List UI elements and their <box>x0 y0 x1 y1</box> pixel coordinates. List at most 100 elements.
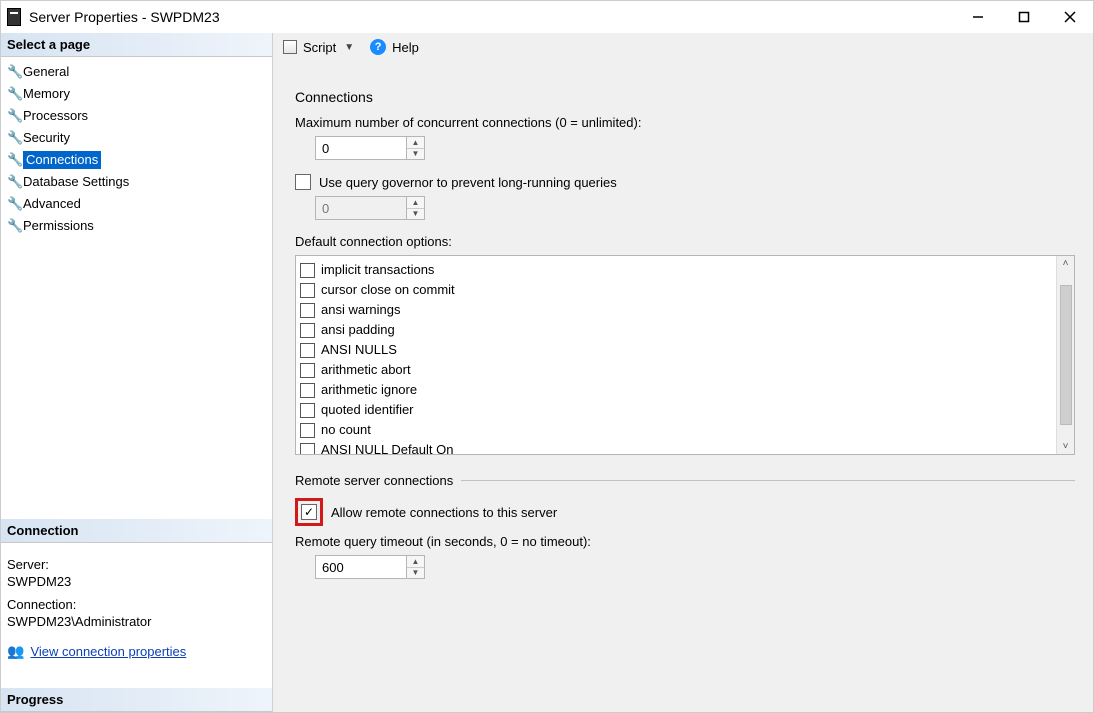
option-label: no count <box>321 420 371 440</box>
spin-down-icon[interactable]: ▼ <box>407 149 424 160</box>
page-item-advanced[interactable]: 🔧Advanced <box>1 193 272 215</box>
option-checkbox[interactable] <box>300 283 315 298</box>
connection-option[interactable]: implicit transactions <box>300 260 1052 280</box>
scroll-down-icon[interactable]: ˅ <box>1063 441 1069 452</box>
page-item-security[interactable]: 🔧Security <box>1 127 272 149</box>
allow-remote-highlight: ✓ <box>295 498 323 526</box>
connection-option[interactable]: arithmetic abort <box>300 360 1052 380</box>
remote-timeout-spinner[interactable]: ▲ ▼ <box>407 555 425 579</box>
wrench-icon: 🔧 <box>7 85 21 103</box>
max-connections-spinner[interactable]: ▲ ▼ <box>407 136 425 160</box>
connection-option[interactable]: ANSI NULLS <box>300 340 1052 360</box>
connection-option[interactable]: no count <box>300 420 1052 440</box>
max-connections-input[interactable] <box>315 136 407 160</box>
minimize-button[interactable] <box>955 1 1001 33</box>
view-connection-properties-link[interactable]: View connection properties <box>30 644 186 659</box>
connection-option[interactable]: cursor close on commit <box>300 280 1052 300</box>
scroll-up-icon[interactable]: ˄ <box>1063 258 1069 269</box>
option-label: ansi warnings <box>321 300 401 320</box>
connections-section-title: Connections <box>295 89 1075 105</box>
option-label: ANSI NULLS <box>321 340 397 360</box>
page-item-label: General <box>23 63 69 81</box>
server-label: Server: <box>7 557 266 572</box>
remote-timeout-label: Remote query timeout (in seconds, 0 = no… <box>295 534 1075 549</box>
option-checkbox[interactable] <box>300 383 315 398</box>
page-item-connections[interactable]: 🔧Connections <box>1 149 272 171</box>
option-label: ansi padding <box>321 320 395 340</box>
left-pane: Select a page 🔧General🔧Memory🔧Processors… <box>1 33 273 712</box>
connection-option[interactable]: ansi padding <box>300 320 1052 340</box>
governor-value-input <box>315 196 407 220</box>
page-item-label: Advanced <box>23 195 81 213</box>
script-dropdown-icon[interactable]: ▼ <box>344 42 354 53</box>
connection-label: Connection: <box>7 597 266 612</box>
app-icon <box>7 8 21 26</box>
max-connections-label: Maximum number of concurrent connections… <box>295 115 1075 130</box>
page-item-memory[interactable]: 🔧Memory <box>1 83 272 105</box>
help-button[interactable]: Help <box>392 40 419 55</box>
page-item-database-settings[interactable]: 🔧Database Settings <box>1 171 272 193</box>
option-label: ANSI NULL Default On <box>321 440 453 454</box>
default-options-label: Default connection options: <box>295 234 1075 249</box>
option-checkbox[interactable] <box>300 403 315 418</box>
right-pane: Script ▼ ? Help Connections Maximum numb… <box>273 33 1093 712</box>
option-checkbox[interactable] <box>300 343 315 358</box>
page-item-processors[interactable]: 🔧Processors <box>1 105 272 127</box>
scroll-thumb[interactable] <box>1060 285 1072 425</box>
connection-option[interactable]: ansi warnings <box>300 300 1052 320</box>
remote-section-title: Remote server connections <box>295 473 453 488</box>
page-item-label: Security <box>23 129 70 147</box>
option-label: cursor close on commit <box>321 280 455 300</box>
spin-up-icon[interactable]: ▲ <box>407 137 424 149</box>
option-checkbox[interactable] <box>300 423 315 438</box>
option-label: arithmetic ignore <box>321 380 417 400</box>
people-icon: 👥 <box>7 643 24 660</box>
wrench-icon: 🔧 <box>7 195 21 213</box>
page-item-label: Processors <box>23 107 88 125</box>
option-checkbox[interactable] <box>300 263 315 278</box>
spin-down-icon[interactable]: ▼ <box>407 568 424 579</box>
connection-value: SWPDM23\Administrator <box>7 614 266 629</box>
wrench-icon: 🔧 <box>7 173 21 191</box>
spin-down-icon: ▼ <box>407 209 424 220</box>
option-label: arithmetic abort <box>321 360 411 380</box>
remote-timeout-input[interactable] <box>315 555 407 579</box>
close-button[interactable] <box>1047 1 1093 33</box>
connection-option[interactable]: ANSI NULL Default On <box>300 440 1052 454</box>
connection-option[interactable]: arithmetic ignore <box>300 380 1052 400</box>
titlebar: Server Properties - SWPDM23 <box>1 1 1093 33</box>
wrench-icon: 🔧 <box>7 217 21 235</box>
spin-up-icon: ▲ <box>407 197 424 209</box>
allow-remote-checkbox[interactable]: ✓ <box>301 504 317 520</box>
wrench-icon: 🔧 <box>7 129 21 147</box>
wrench-icon: 🔧 <box>7 63 21 81</box>
listbox-scrollbar[interactable]: ˄ ˅ <box>1056 256 1074 454</box>
page-item-label: Database Settings <box>23 173 129 191</box>
option-checkbox[interactable] <box>300 363 315 378</box>
toolbar: Script ▼ ? Help <box>273 33 1093 61</box>
page-item-permissions[interactable]: 🔧Permissions <box>1 215 272 237</box>
option-checkbox[interactable] <box>300 443 315 455</box>
page-item-general[interactable]: 🔧General <box>1 61 272 83</box>
spin-up-icon[interactable]: ▲ <box>407 556 424 568</box>
option-label: quoted identifier <box>321 400 414 420</box>
script-icon <box>283 40 297 54</box>
connection-header: Connection <box>1 519 272 543</box>
server-value: SWPDM23 <box>7 574 266 589</box>
select-page-header: Select a page <box>1 33 272 57</box>
option-checkbox[interactable] <box>300 303 315 318</box>
maximize-button[interactable] <box>1001 1 1047 33</box>
option-checkbox[interactable] <box>300 323 315 338</box>
help-icon: ? <box>370 39 386 55</box>
script-button[interactable]: Script <box>303 40 336 55</box>
connection-option[interactable]: quoted identifier <box>300 400 1052 420</box>
page-item-label: Connections <box>23 151 101 169</box>
wrench-icon: 🔧 <box>7 151 21 169</box>
progress-header: Progress <box>1 688 272 712</box>
governor-label: Use query governor to prevent long-runni… <box>319 175 617 190</box>
governor-spinner: ▲ ▼ <box>407 196 425 220</box>
default-options-listbox[interactable]: implicit transactionscursor close on com… <box>295 255 1075 455</box>
page-item-label: Memory <box>23 85 70 103</box>
governor-checkbox[interactable] <box>295 174 311 190</box>
page-item-label: Permissions <box>23 217 94 235</box>
